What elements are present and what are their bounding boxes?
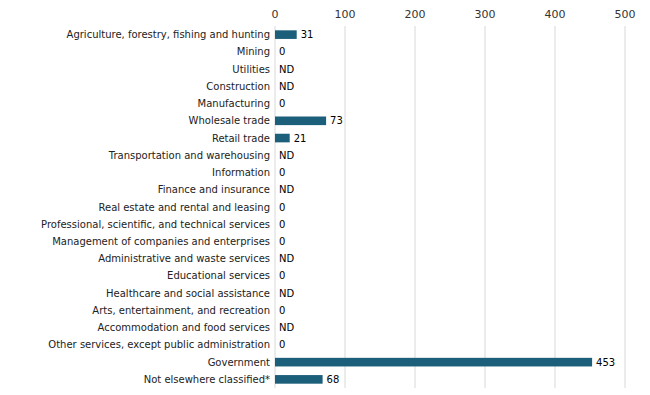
category-label: Accommodation and food services xyxy=(98,322,271,333)
category-label: Mining xyxy=(237,46,270,57)
bar xyxy=(275,30,297,39)
category-label: Administrative and waste services xyxy=(98,253,270,264)
bar xyxy=(275,48,276,57)
x-tick-label: 200 xyxy=(405,8,426,21)
data-label: 0 xyxy=(279,236,285,247)
data-label: 0 xyxy=(279,167,285,178)
data-label: 0 xyxy=(279,98,285,109)
y-axis: Agriculture, forestry, fishing and hunti… xyxy=(41,29,270,385)
grid xyxy=(275,26,625,388)
bar xyxy=(275,99,276,108)
category-label: Finance and insurance xyxy=(158,184,270,195)
data-label: 0 xyxy=(279,339,285,350)
category-label: Arts, entertainment, and recreation xyxy=(92,305,270,316)
grid-line xyxy=(275,26,276,388)
grid-line xyxy=(345,26,346,388)
data-label: 31 xyxy=(301,29,314,40)
data-label: 453 xyxy=(596,357,615,368)
grid-line xyxy=(625,26,626,388)
category-label: Manufacturing xyxy=(198,98,270,109)
category-label: Government xyxy=(208,357,270,368)
bar xyxy=(275,375,323,384)
chart: 0100200300400500310NDND07321ND0ND000ND0N… xyxy=(0,0,650,395)
category-label: Agriculture, forestry, fishing and hunti… xyxy=(67,29,270,40)
data-label: 21 xyxy=(294,133,307,144)
data-label: ND xyxy=(279,184,294,195)
data-label: ND xyxy=(279,150,294,161)
data-label: ND xyxy=(279,64,294,75)
grid-line xyxy=(555,26,556,388)
data-label: ND xyxy=(279,288,294,299)
chart-container: 0100200300400500310NDND07321ND0ND000ND0N… xyxy=(0,0,650,395)
bar xyxy=(275,168,276,177)
bar xyxy=(275,358,592,367)
bar xyxy=(275,306,276,315)
category-label: Wholesale trade xyxy=(189,115,270,126)
category-label: Real estate and rental and leasing xyxy=(98,202,270,213)
data-label: 73 xyxy=(330,115,343,126)
bar xyxy=(275,272,276,281)
data-label: 0 xyxy=(279,202,285,213)
x-tick-label: 400 xyxy=(545,8,566,21)
data-label: 0 xyxy=(279,219,285,230)
x-tick-label: 100 xyxy=(335,8,356,21)
category-label: Retail trade xyxy=(212,133,270,144)
data-label: ND xyxy=(279,322,294,333)
data-label: ND xyxy=(279,253,294,264)
bars xyxy=(275,30,592,383)
bar xyxy=(275,134,290,143)
category-label: Information xyxy=(212,167,270,178)
x-tick-label: 0 xyxy=(272,8,279,21)
data-label: 0 xyxy=(279,46,285,57)
data-labels: 310NDND07321ND0ND000ND0ND0ND045368 xyxy=(279,29,615,385)
category-label: Healthcare and social assistance xyxy=(106,288,270,299)
category-label: Educational services xyxy=(167,270,270,281)
x-axis: 0 100 200 300 400 500 xyxy=(272,8,636,21)
category-label: Other services, except public administra… xyxy=(48,339,270,350)
x-tick-label: 500 xyxy=(615,8,636,21)
category-label: Management of companies and enterprises xyxy=(52,236,270,247)
data-label: 0 xyxy=(279,305,285,316)
category-label: Not elsewhere classified* xyxy=(144,374,270,385)
data-label: 68 xyxy=(327,374,340,385)
category-label: Utilities xyxy=(232,64,270,75)
data-label: ND xyxy=(279,81,294,92)
bar xyxy=(275,341,276,350)
bar xyxy=(275,237,276,246)
bar xyxy=(275,220,276,229)
category-label: Construction xyxy=(206,81,270,92)
bar xyxy=(275,117,326,126)
grid-line xyxy=(485,26,486,388)
category-label: Professional, scientific, and technical … xyxy=(41,219,270,230)
data-label: 0 xyxy=(279,270,285,281)
grid-line xyxy=(415,26,416,388)
x-tick-label: 300 xyxy=(475,8,496,21)
category-label: Transportation and warehousing xyxy=(108,150,270,161)
bar xyxy=(275,203,276,212)
